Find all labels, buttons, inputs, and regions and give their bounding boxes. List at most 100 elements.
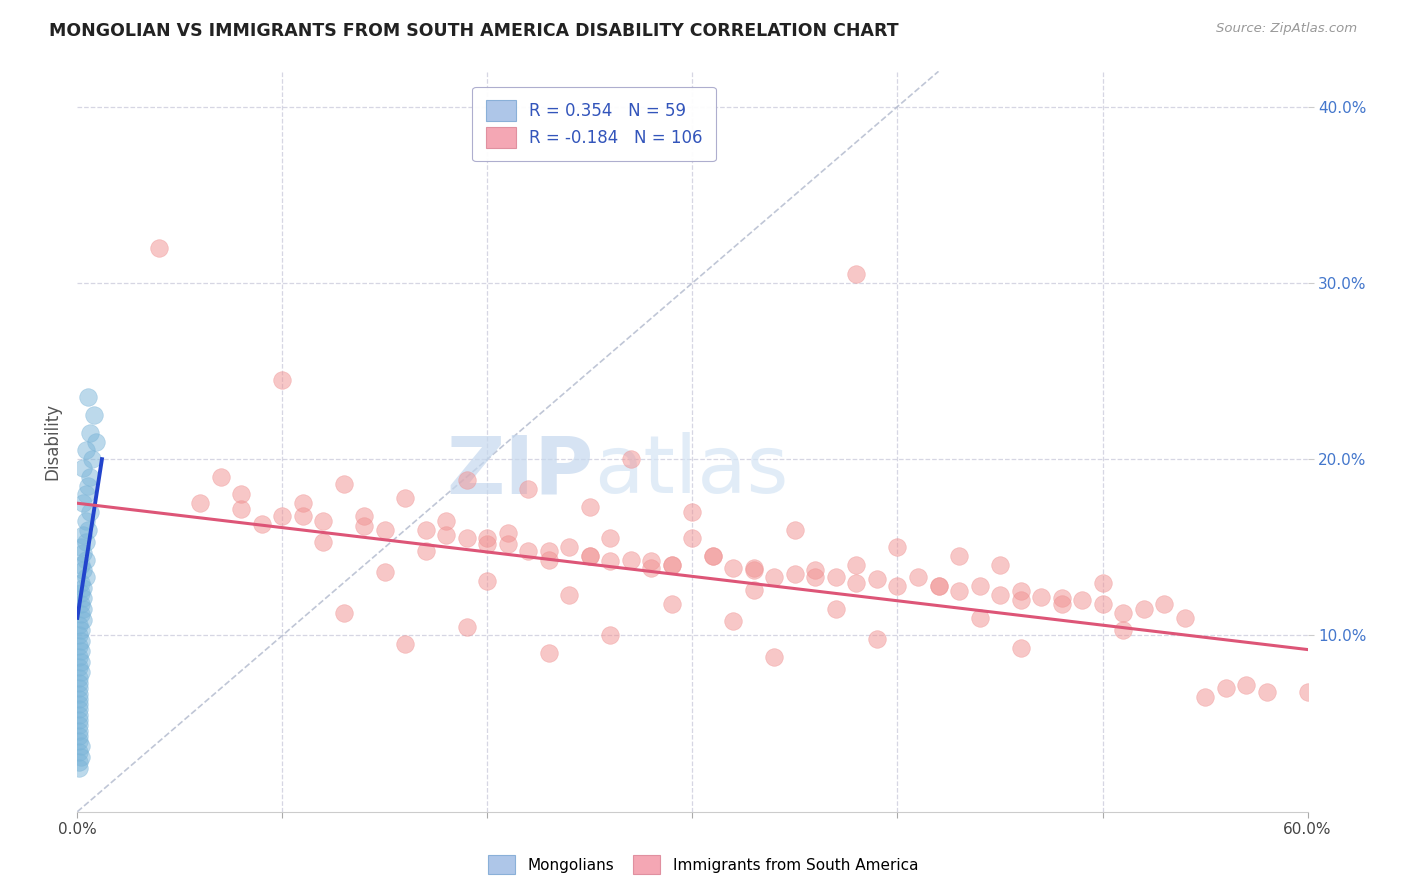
Point bbox=[67, 761, 90, 775]
Point bbox=[661, 597, 683, 611]
Point bbox=[1215, 681, 1237, 696]
Point bbox=[456, 619, 478, 633]
Point bbox=[969, 579, 991, 593]
Point bbox=[599, 532, 621, 546]
Text: atlas: atlas bbox=[595, 432, 789, 510]
Point bbox=[84, 434, 107, 449]
Point bbox=[620, 452, 643, 467]
Point bbox=[907, 570, 929, 584]
Point bbox=[661, 558, 683, 572]
Point bbox=[67, 671, 90, 685]
Point bbox=[886, 579, 908, 593]
Point bbox=[67, 745, 90, 759]
Text: MONGOLIAN VS IMMIGRANTS FROM SOUTH AMERICA DISABILITY CORRELATION CHART: MONGOLIAN VS IMMIGRANTS FROM SOUTH AMERI… bbox=[49, 22, 898, 40]
Point bbox=[599, 628, 621, 642]
Point bbox=[70, 586, 93, 600]
Point bbox=[599, 554, 621, 568]
Point bbox=[67, 718, 90, 732]
Point bbox=[1010, 584, 1032, 599]
Point bbox=[620, 552, 643, 566]
Point bbox=[75, 514, 97, 528]
Point bbox=[804, 570, 827, 584]
Point bbox=[804, 563, 827, 577]
Point bbox=[70, 665, 93, 680]
Point bbox=[374, 565, 396, 579]
Point bbox=[70, 623, 93, 637]
Point bbox=[866, 572, 889, 586]
Point bbox=[67, 713, 90, 727]
Point bbox=[312, 514, 335, 528]
Point bbox=[456, 532, 478, 546]
Point bbox=[436, 514, 458, 528]
Point bbox=[579, 500, 602, 514]
Point bbox=[1234, 678, 1257, 692]
Point bbox=[70, 575, 93, 590]
Point bbox=[231, 487, 253, 501]
Point bbox=[148, 241, 170, 255]
Point bbox=[456, 473, 478, 487]
Point bbox=[537, 646, 560, 660]
Point bbox=[70, 558, 93, 572]
Point bbox=[76, 523, 98, 537]
Point bbox=[67, 707, 90, 722]
Point bbox=[558, 541, 581, 555]
Point bbox=[783, 523, 806, 537]
Point bbox=[67, 618, 90, 632]
Text: Source: ZipAtlas.com: Source: ZipAtlas.com bbox=[1216, 22, 1357, 36]
Point bbox=[67, 628, 90, 642]
Point bbox=[75, 552, 97, 566]
Point bbox=[76, 391, 98, 405]
Legend: Mongolians, Immigrants from South America: Mongolians, Immigrants from South Americ… bbox=[482, 849, 924, 880]
Point bbox=[67, 734, 90, 748]
Point bbox=[579, 549, 602, 563]
Point bbox=[394, 491, 416, 505]
Point bbox=[415, 544, 437, 558]
Point bbox=[1256, 685, 1278, 699]
Point bbox=[271, 508, 294, 523]
Point bbox=[763, 649, 786, 664]
Y-axis label: Disability: Disability bbox=[44, 403, 62, 480]
Point bbox=[415, 523, 437, 537]
Point bbox=[67, 676, 90, 690]
Point bbox=[188, 496, 212, 510]
Point bbox=[988, 558, 1011, 572]
Point bbox=[517, 482, 540, 496]
Point bbox=[353, 508, 375, 523]
Point bbox=[72, 546, 94, 560]
Point bbox=[742, 563, 765, 577]
Point bbox=[496, 526, 519, 541]
Point bbox=[1010, 593, 1032, 607]
Point bbox=[67, 681, 90, 696]
Point bbox=[70, 607, 93, 622]
Point bbox=[1296, 685, 1319, 699]
Point bbox=[1153, 597, 1175, 611]
Point bbox=[67, 660, 90, 674]
Point bbox=[537, 552, 560, 566]
Point bbox=[209, 470, 232, 484]
Point bbox=[845, 558, 868, 572]
Point bbox=[79, 505, 101, 519]
Point bbox=[67, 649, 90, 664]
Point bbox=[845, 575, 868, 590]
Point bbox=[67, 692, 90, 706]
Point bbox=[1050, 591, 1073, 606]
Point bbox=[1194, 690, 1216, 705]
Point bbox=[661, 558, 683, 572]
Point bbox=[1174, 611, 1197, 625]
Point bbox=[72, 602, 94, 616]
Point bbox=[682, 505, 704, 519]
Point bbox=[312, 535, 335, 549]
Point bbox=[72, 461, 94, 475]
Point bbox=[1071, 593, 1094, 607]
Point bbox=[682, 532, 704, 546]
Point bbox=[70, 655, 93, 669]
Point bbox=[825, 570, 848, 584]
Point bbox=[1050, 597, 1073, 611]
Point bbox=[271, 373, 294, 387]
Point bbox=[67, 729, 90, 743]
Point bbox=[537, 544, 560, 558]
Text: ZIP: ZIP bbox=[447, 432, 595, 510]
Point bbox=[783, 566, 806, 581]
Point bbox=[1010, 640, 1032, 655]
Point bbox=[70, 750, 93, 764]
